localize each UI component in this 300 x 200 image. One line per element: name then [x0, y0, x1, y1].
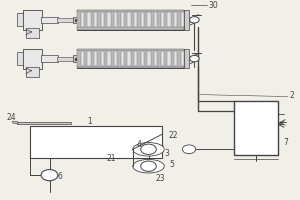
Bar: [137, 51, 141, 66]
Polygon shape: [13, 121, 18, 124]
Bar: [171, 12, 174, 27]
Text: 24: 24: [7, 113, 16, 122]
Bar: [124, 51, 127, 66]
Bar: [144, 12, 147, 27]
Text: 4: 4: [136, 140, 141, 149]
Text: 23: 23: [155, 174, 165, 183]
Ellipse shape: [133, 159, 164, 173]
Bar: [104, 12, 107, 27]
Bar: [77, 49, 184, 68]
Bar: [111, 12, 114, 27]
Bar: [16, 52, 23, 65]
Bar: [131, 51, 134, 66]
Circle shape: [141, 161, 156, 171]
Bar: [22, 10, 42, 30]
Bar: [30, 126, 162, 158]
Bar: [184, 10, 189, 30]
Text: 7: 7: [284, 138, 288, 147]
Bar: [77, 49, 184, 51]
Bar: [164, 12, 167, 27]
Bar: [171, 51, 174, 66]
Bar: [151, 51, 154, 66]
Bar: [57, 57, 74, 61]
Text: 21: 21: [106, 154, 116, 163]
Ellipse shape: [133, 143, 164, 156]
Bar: [73, 55, 78, 62]
Bar: [77, 10, 184, 30]
Bar: [124, 12, 127, 27]
Polygon shape: [16, 122, 70, 124]
Bar: [26, 28, 39, 38]
Bar: [84, 12, 87, 27]
Bar: [234, 101, 278, 155]
Text: 30: 30: [208, 1, 218, 10]
Bar: [177, 51, 181, 66]
Polygon shape: [234, 155, 278, 160]
Bar: [26, 67, 39, 77]
Bar: [41, 55, 58, 62]
Text: 22: 22: [169, 131, 178, 140]
Bar: [117, 12, 121, 27]
Circle shape: [190, 55, 199, 62]
Bar: [98, 12, 101, 27]
Bar: [157, 51, 161, 66]
Bar: [77, 12, 81, 27]
Bar: [98, 51, 101, 66]
Text: 1: 1: [87, 117, 92, 126]
Bar: [104, 51, 107, 66]
Circle shape: [190, 17, 199, 23]
Bar: [77, 10, 184, 12]
Bar: [137, 12, 141, 27]
Bar: [16, 13, 23, 26]
Text: 6: 6: [57, 172, 62, 181]
Bar: [184, 49, 189, 68]
Bar: [111, 51, 114, 66]
Bar: [41, 17, 58, 23]
Circle shape: [41, 170, 58, 181]
Text: 5: 5: [169, 160, 174, 169]
Bar: [77, 66, 184, 68]
Bar: [131, 12, 134, 27]
Bar: [177, 12, 181, 27]
Bar: [151, 12, 154, 27]
Bar: [157, 12, 161, 27]
Bar: [84, 51, 87, 66]
Text: 2: 2: [290, 91, 294, 100]
Circle shape: [182, 145, 196, 154]
Bar: [22, 49, 42, 69]
Text: 3: 3: [164, 149, 169, 158]
Bar: [144, 51, 147, 66]
Bar: [73, 17, 78, 23]
Bar: [57, 18, 74, 22]
Bar: [91, 51, 94, 66]
Bar: [164, 51, 167, 66]
Circle shape: [141, 144, 156, 154]
Bar: [91, 12, 94, 27]
Bar: [77, 27, 184, 30]
Bar: [77, 51, 81, 66]
Bar: [117, 51, 121, 66]
